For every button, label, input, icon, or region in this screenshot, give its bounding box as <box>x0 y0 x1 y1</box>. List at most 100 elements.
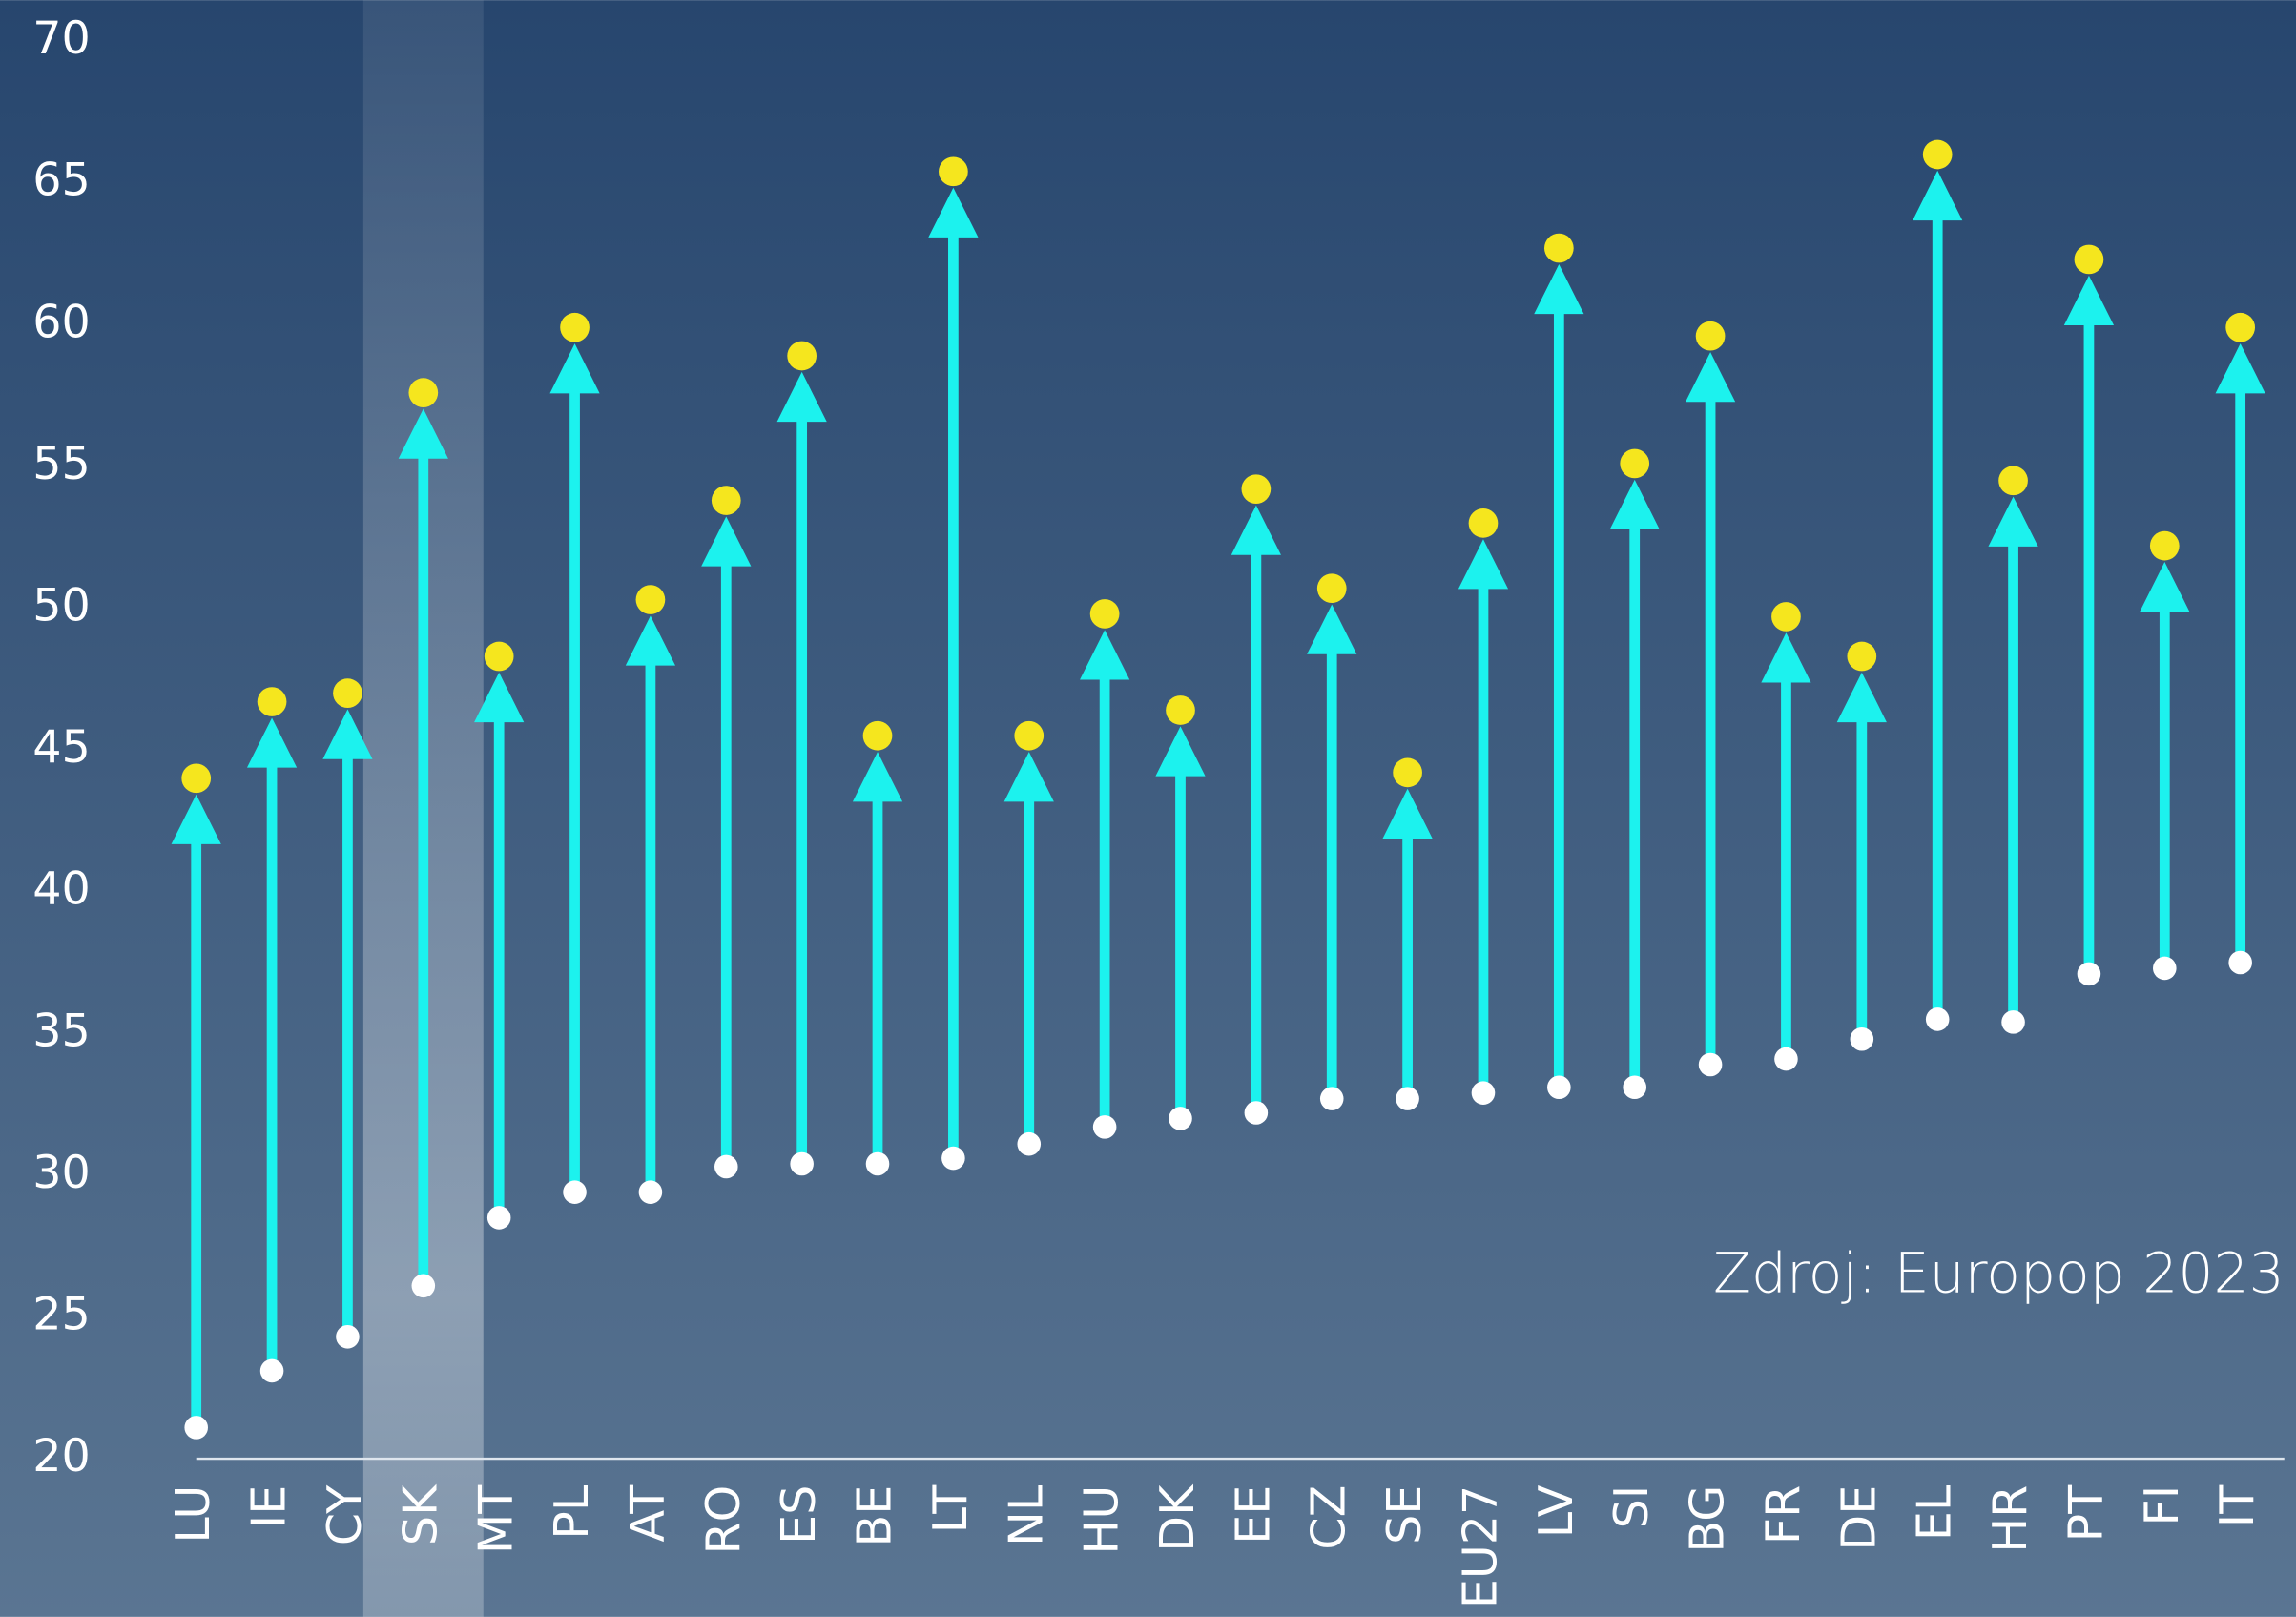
end-dot <box>1241 474 1272 505</box>
y-tick-label: 20 <box>32 1430 91 1482</box>
end-dot <box>484 641 514 672</box>
x-tick-label: IE <box>241 1485 297 1529</box>
start-dot <box>1169 1107 1192 1130</box>
y-tick-label: 25 <box>32 1288 91 1340</box>
arrow-head <box>701 516 752 567</box>
x-tick-label: FR <box>1755 1485 1810 1544</box>
end-dot <box>181 763 212 794</box>
start-dot <box>563 1180 587 1204</box>
x-tick-label: SE <box>1376 1485 1432 1544</box>
arrow-head <box>776 371 827 423</box>
y-tick-label: 30 <box>32 1147 91 1199</box>
arrow-head <box>322 709 373 759</box>
x-tick-label: BE <box>847 1485 902 1547</box>
start-dot <box>2153 956 2177 981</box>
end-dot <box>257 687 287 716</box>
y-tick-label: 50 <box>32 580 91 632</box>
x-tick-label: SK <box>392 1483 447 1545</box>
end-dot <box>1014 720 1045 751</box>
arrow-head <box>1609 479 1660 530</box>
arrow-head <box>2215 343 2265 394</box>
end-dot <box>1998 466 2028 496</box>
start-dot <box>1396 1087 1419 1110</box>
start-dot <box>259 1358 284 1383</box>
start-dot <box>486 1206 511 1230</box>
x-tick-label: PT <box>2058 1484 2113 1543</box>
arrow-head <box>625 615 676 666</box>
x-tick-label: IT <box>2209 1484 2265 1527</box>
start-dot <box>1092 1115 1117 1139</box>
x-tick-label: LT <box>922 1484 978 1534</box>
x-tick-label: SI <box>1603 1485 1659 1529</box>
end-dot <box>333 678 362 709</box>
arrow-head <box>1231 505 1281 555</box>
arrow-head <box>549 343 600 394</box>
end-dot <box>1468 508 1499 538</box>
x-tick-label: MT <box>468 1484 524 1554</box>
arrow-head <box>246 717 298 768</box>
start-dot <box>790 1151 814 1176</box>
start-dot <box>1547 1075 1571 1100</box>
start-dot <box>2001 1010 2025 1034</box>
start-dot <box>941 1146 965 1171</box>
arrow-head <box>2140 562 2190 612</box>
end-dot <box>787 341 817 371</box>
arrow-head <box>928 187 979 238</box>
y-tick-label: 45 <box>32 721 91 774</box>
start-dot <box>1623 1075 1646 1100</box>
start-dot <box>1698 1052 1723 1077</box>
y-tick-label: 40 <box>32 863 91 916</box>
start-dot <box>2077 962 2101 986</box>
start-dot <box>1925 1007 1950 1031</box>
start-dot <box>184 1416 208 1440</box>
arrow-head <box>398 408 448 459</box>
x-tick-label: EE <box>1225 1485 1280 1544</box>
end-dot <box>560 312 590 342</box>
x-tick-label: CY <box>317 1484 372 1545</box>
end-dot <box>635 585 666 614</box>
arrow-head <box>1382 788 1433 839</box>
x-tick-label: HR <box>1982 1485 2037 1553</box>
start-dot <box>638 1180 663 1204</box>
end-dot <box>1316 573 1347 604</box>
x-tick-label: FI <box>2134 1485 2189 1526</box>
x-tick-label: LU <box>165 1485 220 1544</box>
start-dot <box>1319 1087 1344 1110</box>
end-dot <box>2074 244 2104 275</box>
x-tick-label: CZ <box>1301 1485 1356 1550</box>
x-tick-label: ES <box>771 1485 826 1544</box>
start-dot <box>1774 1047 1798 1071</box>
start-dot <box>1471 1081 1496 1105</box>
y-tick-label: 35 <box>32 1005 91 1057</box>
end-dot <box>1543 233 1574 263</box>
x-tick-label: NL <box>998 1484 1053 1546</box>
start-dot <box>1017 1131 1042 1156</box>
arrow-head <box>2063 275 2115 326</box>
x-tick-label: RO <box>695 1485 751 1555</box>
arrow-head <box>1155 726 1206 777</box>
start-dot <box>1850 1026 1874 1051</box>
arrow-head <box>852 752 903 802</box>
x-tick-label: DK <box>1149 1483 1205 1552</box>
end-dot <box>1089 599 1120 629</box>
arrow-head <box>1003 752 1054 802</box>
arrow-head <box>1080 630 1130 680</box>
start-dot <box>1244 1101 1269 1125</box>
y-tick-label: 60 <box>32 296 91 348</box>
end-dot <box>1695 321 1726 351</box>
y-tick-label: 55 <box>32 438 91 490</box>
annotation: Zdroj: Europop 2023 <box>1713 1241 2285 1306</box>
arrow-head <box>171 794 221 844</box>
x-tick-label: DE <box>1831 1485 1886 1551</box>
arrow-head <box>1988 496 2038 547</box>
end-dot <box>711 486 741 515</box>
x-tick-label: EU27 <box>1452 1485 1507 1608</box>
arrow-head <box>474 672 525 723</box>
end-dot <box>408 378 439 407</box>
end-dot <box>1393 757 1422 788</box>
start-dot <box>714 1154 738 1179</box>
end-dot <box>939 156 968 187</box>
end-dot <box>1166 695 1195 725</box>
arrow-head <box>1913 170 1963 221</box>
